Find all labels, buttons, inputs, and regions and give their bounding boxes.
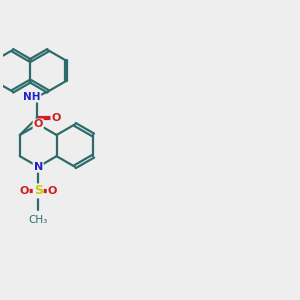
- Text: NH: NH: [23, 92, 40, 102]
- Text: S: S: [34, 184, 43, 197]
- Text: O: O: [34, 119, 43, 129]
- Text: O: O: [48, 186, 57, 196]
- Text: N: N: [34, 162, 43, 172]
- Text: O: O: [20, 186, 29, 196]
- Text: O: O: [51, 113, 61, 123]
- Text: CH₃: CH₃: [28, 215, 48, 225]
